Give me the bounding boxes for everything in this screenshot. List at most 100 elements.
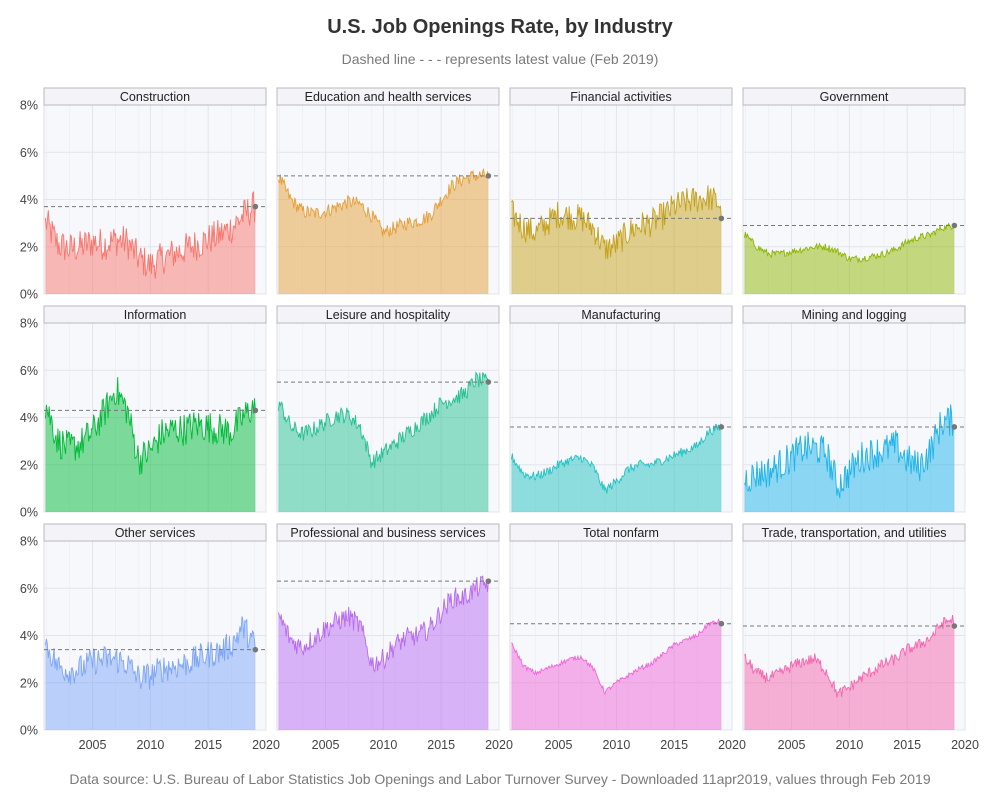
- latest-value-point: [485, 578, 492, 584]
- y-tick-label: 4%: [20, 629, 38, 643]
- series-line-manufacturing: [510, 423, 722, 494]
- facet-label-professional-and-business-services: Professional and business services: [290, 526, 485, 540]
- facet-strip: [276, 87, 500, 106]
- y-tick-label: 0%: [20, 724, 38, 738]
- x-tick-label: 2015: [427, 738, 455, 752]
- series-area-mining-and-logging: [744, 404, 955, 512]
- facet-label-trade-transportation-and-utilities: Trade, transportation, and utilities: [761, 526, 946, 540]
- panel-financial-activities: Financial activities: [509, 87, 733, 295]
- x-tick-label: 2005: [545, 738, 573, 752]
- panel-education-and-health-services: Education and health services: [276, 87, 500, 295]
- latest-value-point: [718, 424, 725, 430]
- facet-strip: [742, 87, 966, 106]
- x-tick-label: 2015: [194, 738, 222, 752]
- x-tick-label: 2020: [951, 738, 979, 752]
- y-tick-label: 6%: [20, 146, 38, 160]
- y-tick-label: 6%: [20, 364, 38, 378]
- facet-label-information: Information: [124, 308, 187, 322]
- panel-construction: Construction 0% 2% 4% 6% 8%: [20, 87, 267, 302]
- facet-label-financial-activities: Financial activities: [570, 90, 671, 104]
- facet-strip: [43, 305, 267, 324]
- y-tick-label: 8%: [20, 535, 38, 549]
- facet-label-manufacturing: Manufacturing: [581, 308, 660, 322]
- y-tick-label: 8%: [20, 99, 38, 113]
- facet-strip: [43, 87, 267, 106]
- series-line-total-nonfarm: [511, 618, 722, 696]
- series-area-government: [744, 223, 955, 294]
- facet-label-education-and-health-services: Education and health services: [305, 90, 472, 104]
- panel-trade-transportation-and-utilities: Trade, transportation, and utilities 2005…: [742, 523, 979, 752]
- panel-manufacturing: Manufacturing: [509, 305, 733, 513]
- series-area-manufacturing: [511, 424, 722, 512]
- facet-strip: [43, 523, 267, 542]
- latest-value-point: [951, 623, 958, 629]
- x-tick-label: 2010: [602, 738, 630, 752]
- x-tick-label: 2005: [79, 738, 107, 752]
- x-tick-label: 2015: [660, 738, 688, 752]
- series-area-professional-and-business-services: [278, 576, 489, 730]
- x-tick-label: 2010: [369, 738, 397, 752]
- series-line-construction: [44, 191, 256, 279]
- series-line-government: [743, 222, 955, 264]
- series-area-construction: [45, 191, 256, 294]
- series-area-trade-transportation-and-utilities: [744, 615, 955, 730]
- series-line-information: [44, 377, 256, 475]
- data-source-note: Data source: U.S. Bureau of Labor Statis…: [69, 771, 931, 787]
- series-line-financial-activities: [511, 185, 722, 260]
- facet-label-leisure-and-hospitality: Leisure and hospitality: [326, 308, 451, 322]
- panel-information: Information 0% 2% 4% 6% 8%: [20, 305, 267, 520]
- latest-value-point: [252, 646, 259, 653]
- x-tick-label: 2020: [718, 738, 746, 752]
- series-area-leisure-and-hospitality: [278, 372, 489, 512]
- series-line-trade-transportation-and-utilities: [744, 614, 955, 698]
- y-tick-label: 0%: [20, 288, 38, 302]
- x-tick-label: 2010: [136, 738, 164, 752]
- y-tick-label: 2%: [20, 676, 38, 690]
- x-tick-label: 2020: [485, 738, 513, 752]
- facet-strip: [276, 305, 500, 324]
- chart-subtitle: Dashed line - - - represents latest valu…: [341, 51, 659, 67]
- series-line-education-and-health-services: [277, 167, 489, 237]
- y-tick-label: 6%: [20, 582, 38, 596]
- panel-professional-and-business-services: Professional and business services 2005 20…: [276, 523, 513, 752]
- latest-value-point: [485, 173, 492, 179]
- y-tick-label: 0%: [20, 506, 38, 520]
- x-tick-label: 2015: [893, 738, 921, 752]
- latest-value-point: [718, 215, 725, 222]
- x-tick-label: 2005: [778, 738, 806, 752]
- facet-label-construction: Construction: [120, 90, 190, 104]
- y-tick-label: 4%: [20, 193, 38, 207]
- facet-strip: [742, 523, 966, 542]
- panel-total-nonfarm: Total nonfarm 2005 2010 2015 2020: [509, 523, 746, 752]
- facet-label-other-services: Other services: [115, 526, 196, 540]
- latest-value-point: [951, 424, 958, 430]
- y-tick-label: 2%: [20, 458, 38, 472]
- series-line-professional-and-business-services: [277, 575, 489, 673]
- facet-label-mining-and-logging: Mining and logging: [802, 308, 907, 322]
- facet-strip: [742, 305, 966, 324]
- panel-government: Government: [742, 87, 966, 295]
- latest-value-point: [718, 620, 725, 627]
- latest-value-point: [252, 203, 259, 210]
- latest-value-point: [252, 407, 259, 414]
- chart-title: U.S. Job Openings Rate, by Industry: [327, 16, 673, 38]
- facet-strip: [509, 87, 733, 106]
- panel-mining-and-logging: Mining and logging: [742, 305, 966, 513]
- series-area-information: [45, 377, 256, 512]
- series-line-other-services: [44, 616, 256, 690]
- y-tick-label: 4%: [20, 411, 38, 425]
- facet-strip: [276, 523, 500, 542]
- facet-label-government: Government: [820, 90, 889, 104]
- x-tick-label: 2005: [312, 738, 340, 752]
- panel-leisure-and-hospitality: Leisure and hospitality: [276, 305, 500, 513]
- latest-value-point: [485, 379, 492, 385]
- series-area-total-nonfarm: [511, 619, 722, 730]
- y-tick-label: 8%: [20, 317, 38, 331]
- series-line-mining-and-logging: [744, 404, 955, 499]
- latest-value-point: [951, 222, 958, 229]
- panel-other-services: Other services 0% 2% 4% 6% 8% 2005 2010 2015 2020: [20, 523, 280, 752]
- series-area-other-services: [45, 616, 256, 730]
- y-tick-label: 2%: [20, 240, 38, 254]
- x-tick-label: 2010: [835, 738, 863, 752]
